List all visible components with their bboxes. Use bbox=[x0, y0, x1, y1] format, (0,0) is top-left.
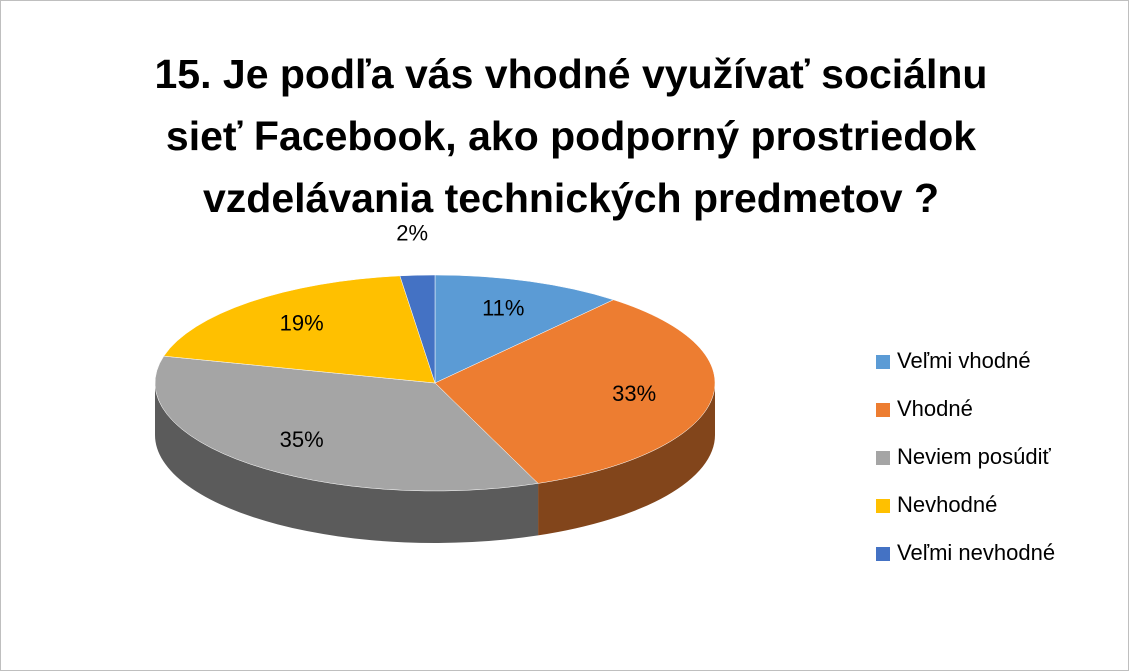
data-label: 35% bbox=[280, 427, 324, 452]
data-label: 33% bbox=[612, 381, 656, 406]
slice bbox=[399, 274, 436, 384]
slice bbox=[434, 299, 716, 484]
legend-swatch bbox=[876, 355, 890, 369]
chart-title: 15. Je podľa vás vhodné využívať sociáln… bbox=[154, 51, 988, 221]
slice bbox=[434, 274, 615, 384]
legend-swatch bbox=[876, 451, 890, 465]
slice-side bbox=[154, 383, 539, 543]
legend-swatch bbox=[876, 499, 890, 513]
legend-label: Neviem posúdiť bbox=[897, 444, 1052, 469]
slice-side bbox=[538, 383, 715, 536]
slice bbox=[154, 355, 539, 492]
legend-label: Nevhodné bbox=[897, 492, 997, 517]
legend-label: Veľmi nevhodné bbox=[897, 540, 1055, 565]
data-label: 11% bbox=[482, 296, 524, 321]
legend-label: Vhodné bbox=[897, 396, 973, 421]
slice bbox=[163, 275, 436, 384]
data-label: 19% bbox=[280, 310, 324, 335]
data-label: 2% bbox=[396, 221, 428, 246]
legend-label: Veľmi vhodné bbox=[897, 348, 1031, 373]
legend-swatch bbox=[876, 547, 890, 561]
legend-swatch bbox=[876, 403, 890, 417]
